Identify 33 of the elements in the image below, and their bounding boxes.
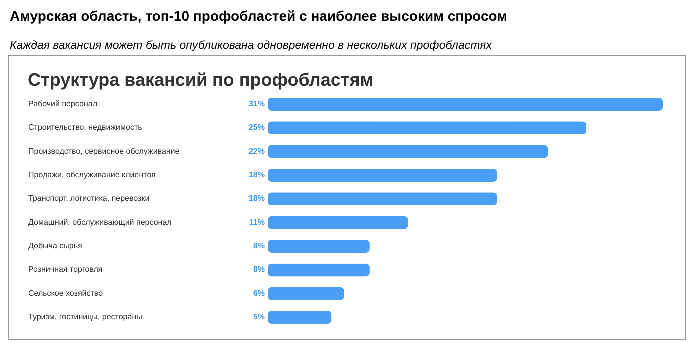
bar (268, 122, 587, 135)
bar (268, 240, 370, 254)
data-label: 8% (253, 242, 265, 251)
y-tick-label: Домашний, обслуживающий персонал (28, 218, 172, 227)
y-tick-label: Транспорт, логистика, перевозки (28, 194, 150, 204)
y-tick-label: Продажи, обслуживание клиентов (28, 170, 156, 180)
data-label: 18% (248, 194, 265, 204)
y-tick-label: Сельское хозяйство (28, 288, 104, 298)
data-label: 31% (248, 99, 265, 108)
bar (268, 264, 370, 277)
data-label: 25% (248, 123, 265, 132)
bar (268, 192, 498, 206)
chart-subtitle: Каждая вакансия может быть опубликована одновременно в нескольких профобластях (10, 40, 492, 52)
y-tick-label: Добыча сырья (28, 242, 82, 251)
bar (268, 311, 332, 324)
bar (268, 216, 408, 230)
y-tick-label: Розничная торговля (28, 265, 103, 274)
data-label: 22% (248, 146, 265, 156)
text: Структура вакансий по профобластям (28, 70, 374, 91)
y-tick-label: Туризм, гостиницы, рестораны (28, 312, 143, 322)
data-label: 8% (253, 265, 265, 274)
y-tick-label: Рабочий персонал (28, 99, 98, 108)
data-label: 11% (249, 218, 265, 227)
data-label: 5% (253, 312, 265, 322)
chart-title: Амурская область, топ-10 профобластей с наиболее высоким спросом (10, 8, 508, 24)
bar (268, 287, 344, 300)
data-label: 18% (248, 170, 265, 180)
bar (268, 168, 498, 182)
y-tick-label: Строительство, недвижимость (28, 123, 142, 132)
bar (268, 145, 548, 158)
bar (268, 98, 663, 111)
data-label: 6% (253, 288, 265, 298)
y-tick-label: Производство, сервисное обслуживание (28, 146, 180, 156)
